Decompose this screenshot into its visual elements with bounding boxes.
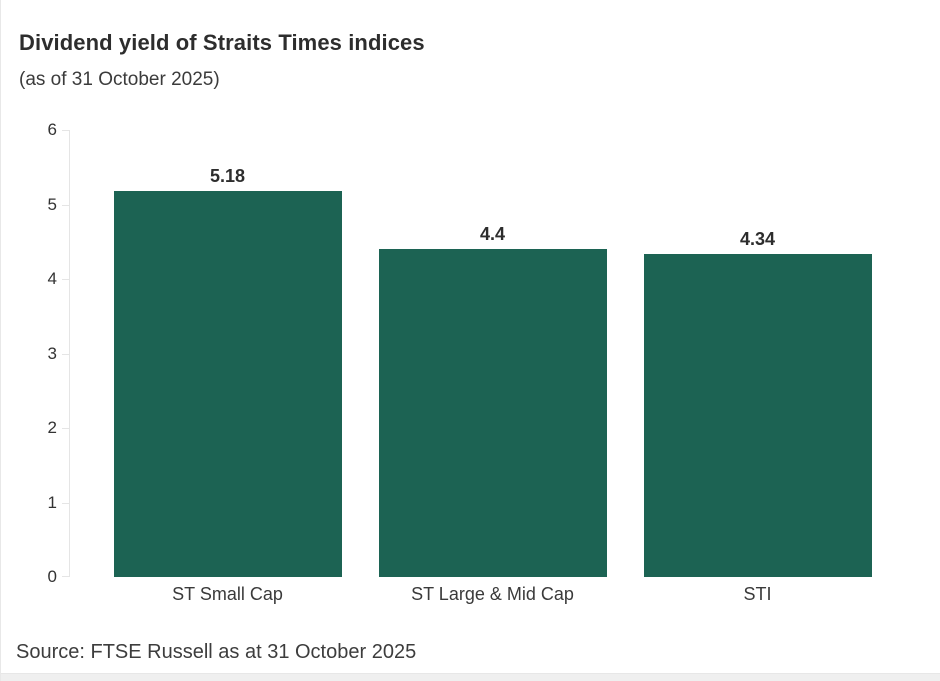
- y-tick-mark: [62, 279, 69, 280]
- y-tick-label: 4: [47, 269, 57, 288]
- bars-container: 5.18 4.4 4.34: [95, 130, 890, 577]
- chart-title: Dividend yield of Straits Times indices: [19, 30, 425, 55]
- y-tick-label: 5: [47, 194, 57, 214]
- y-tick-mark: [62, 130, 69, 131]
- y-tick-mark: [62, 502, 69, 504]
- bar-column: 4.34: [625, 130, 890, 577]
- bar: [378, 249, 607, 577]
- bar-value-label: 4.4: [479, 224, 506, 244]
- bar: [643, 254, 872, 577]
- x-axis-labels: ST Small Cap ST Large & Mid Cap STI: [95, 583, 890, 605]
- bottom-strip: [1, 673, 940, 681]
- y-tick-label: 0: [47, 567, 57, 586]
- bar-chart-plot: 0 1 2 3 4 5 6 5.18 4.4 4.34: [1, 120, 940, 586]
- y-tick-label: 6: [47, 120, 57, 139]
- bar: [113, 191, 342, 577]
- y-tick-mark: [62, 353, 69, 355]
- bar-column: 5.18: [95, 130, 360, 577]
- x-axis-category-label: ST Large & Mid Cap: [411, 584, 574, 604]
- x-axis-category-label: ST Small Cap: [172, 584, 283, 604]
- chart-subtitle: (as of 31 October 2025): [19, 69, 220, 90]
- y-tick-label: 2: [47, 418, 57, 437]
- y-tick-label: 3: [47, 343, 57, 363]
- y-tick-mark: [62, 428, 69, 429]
- bar-value-label: 4.34: [739, 229, 776, 249]
- x-axis-category-label: STI: [743, 584, 772, 604]
- y-tick-mark: [62, 204, 69, 206]
- y-axis-line: [69, 130, 70, 577]
- source-note: Source: FTSE Russell as at 31 October 20…: [16, 641, 417, 663]
- bar-value-label: 5.18: [209, 166, 246, 186]
- y-tick-label: 1: [47, 492, 57, 512]
- y-tick-mark: [62, 576, 69, 577]
- bar-column: 4.4: [360, 130, 625, 577]
